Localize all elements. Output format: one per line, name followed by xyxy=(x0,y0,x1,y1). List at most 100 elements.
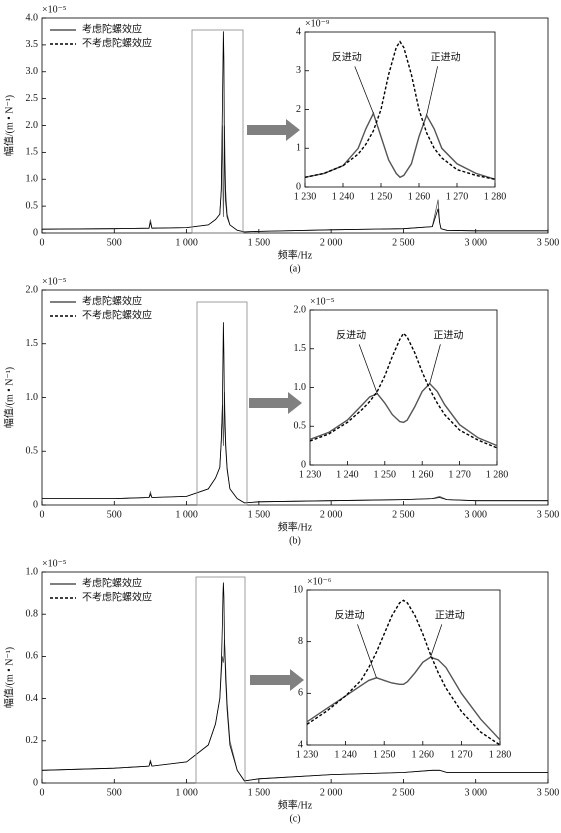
series-line xyxy=(306,599,501,746)
y-multiplier: ×10⁻⁶ xyxy=(307,576,332,587)
x-tick-label: 3 000 xyxy=(464,787,487,798)
caption: (a) xyxy=(289,263,300,274)
annotation: 反进动 xyxy=(334,610,364,622)
y-multiplier: ×10⁻⁵ xyxy=(42,558,66,569)
x-tick-label: 1 500 xyxy=(248,509,271,520)
x-tick-label: 1 000 xyxy=(175,509,198,520)
y-tick-label: 1.5 xyxy=(26,147,39,158)
y-axis-label: 幅值/(m • N⁻¹) xyxy=(2,647,15,708)
zoom-arrow xyxy=(249,392,302,414)
x-tick-label: 1 230 xyxy=(299,469,322,480)
annotation-pointer xyxy=(358,344,378,394)
annotation: 正进动 xyxy=(435,610,465,622)
y-axis-label: 幅值/(m • N⁻¹) xyxy=(2,367,15,428)
x-tick-label: 0 xyxy=(40,509,45,520)
y-tick-label: 3.0 xyxy=(26,66,39,77)
zoom-box xyxy=(196,301,248,506)
y-tick-label: 4.0 xyxy=(26,12,39,23)
x-tick-label: 1 500 xyxy=(248,787,271,798)
x-tick-label: 2 500 xyxy=(392,237,415,248)
y-tick-label: 1.5 xyxy=(26,338,39,349)
annotation-pointer xyxy=(426,66,438,116)
x-tick-label: 1 230 xyxy=(296,749,319,760)
x-tick-label: 2 000 xyxy=(320,509,343,520)
y-axis-label: 幅值/(m • N⁻¹) xyxy=(2,95,15,156)
x-tick-label: 1 240 xyxy=(332,191,355,202)
y-tick-label: 2.5 xyxy=(26,93,39,104)
x-tick-label: 2 000 xyxy=(320,237,343,248)
y-tick-label: 6 xyxy=(298,688,303,699)
x-tick-label: 1 280 xyxy=(489,749,512,760)
y-multiplier: ×10⁻⁵ xyxy=(42,276,66,287)
x-tick-label: 1 240 xyxy=(336,469,359,480)
y-multiplier: ×10⁻⁵ xyxy=(42,4,66,15)
zoom-box xyxy=(195,576,246,784)
y-tick-label: 0.8 xyxy=(26,608,39,619)
y-tick-label: 1.0 xyxy=(26,392,39,403)
x-axis-label: 频率/Hz xyxy=(278,248,313,261)
x-tick-label: 1 250 xyxy=(374,469,397,480)
y-tick-label: 1.5 xyxy=(294,343,307,354)
y-tick-label: 0 xyxy=(301,459,306,470)
x-tick-label: 3 500 xyxy=(537,787,560,798)
y-tick-label: 2.0 xyxy=(26,284,39,295)
series-line xyxy=(309,332,498,449)
annotation-pointer xyxy=(429,344,441,384)
y-tick-label: 0.2 xyxy=(26,735,39,746)
x-axis-label: 频率/Hz xyxy=(278,798,313,811)
y-tick-label: 4 xyxy=(296,26,301,37)
x-tick-label: 1 250 xyxy=(373,749,396,760)
annotation-pointer xyxy=(430,624,443,658)
x-tick-label: 2 500 xyxy=(392,787,415,798)
y-tick-label: 8 xyxy=(298,636,303,647)
y-tick-label: 0 xyxy=(296,181,301,192)
y-tick-label: 2.0 xyxy=(294,304,307,315)
series-line xyxy=(41,582,548,782)
x-tick-label: 3 000 xyxy=(464,509,487,520)
series-line xyxy=(304,111,496,180)
zoom-box xyxy=(191,29,244,234)
y-tick-label: 3 xyxy=(296,65,301,76)
x-tick-label: 1 260 xyxy=(411,469,434,480)
annotation: 正进动 xyxy=(433,330,463,342)
plot-frame xyxy=(304,31,496,188)
x-tick-label: 1 500 xyxy=(248,237,271,248)
x-tick-label: 1 230 xyxy=(294,191,317,202)
x-axis-label: 频率/Hz xyxy=(278,520,313,533)
x-tick-label: 1 260 xyxy=(408,191,431,202)
y-tick-label: 0.5 xyxy=(26,200,39,211)
legend-label: 不考虑陀螺效应 xyxy=(82,590,152,603)
x-tick-label: 500 xyxy=(107,237,122,248)
x-tick-label: 1 280 xyxy=(486,469,509,480)
x-tick-label: 0 xyxy=(40,237,45,248)
x-tick-label: 3 500 xyxy=(537,237,560,248)
y-multiplier: ×10⁻⁹ xyxy=(305,18,330,29)
x-tick-label: 500 xyxy=(107,787,122,798)
y-tick-label: 1.0 xyxy=(26,566,39,577)
annotation: 反进动 xyxy=(336,330,366,342)
annotation-pointer xyxy=(354,66,374,114)
plot-frame xyxy=(309,309,498,466)
y-tick-label: 0 xyxy=(33,227,38,238)
x-tick-label: 1 280 xyxy=(484,191,507,202)
y-multiplier: ×10⁻⁵ xyxy=(310,296,334,307)
x-tick-label: 1 260 xyxy=(412,749,435,760)
y-tick-label: 4 xyxy=(298,739,303,750)
series-line xyxy=(41,31,548,233)
y-tick-label: 0 xyxy=(33,777,38,788)
x-tick-label: 1 270 xyxy=(450,749,473,760)
x-tick-label: 1 270 xyxy=(448,469,471,480)
y-tick-label: 1 xyxy=(296,143,301,154)
x-tick-label: 1 240 xyxy=(334,749,357,760)
x-tick-label: 1 270 xyxy=(446,191,469,202)
x-tick-label: 500 xyxy=(107,509,122,520)
y-tick-label: 10 xyxy=(293,584,303,595)
y-tick-label: 0.4 xyxy=(26,693,39,704)
zoom-arrow xyxy=(250,669,304,691)
legend-label: 考虑陀螺效应 xyxy=(82,576,142,589)
x-tick-label: 3 500 xyxy=(537,509,560,520)
y-tick-label: 0.5 xyxy=(26,446,39,457)
zoom-arrow xyxy=(247,119,300,141)
legend-label: 不考虑陀螺效应 xyxy=(82,36,152,49)
